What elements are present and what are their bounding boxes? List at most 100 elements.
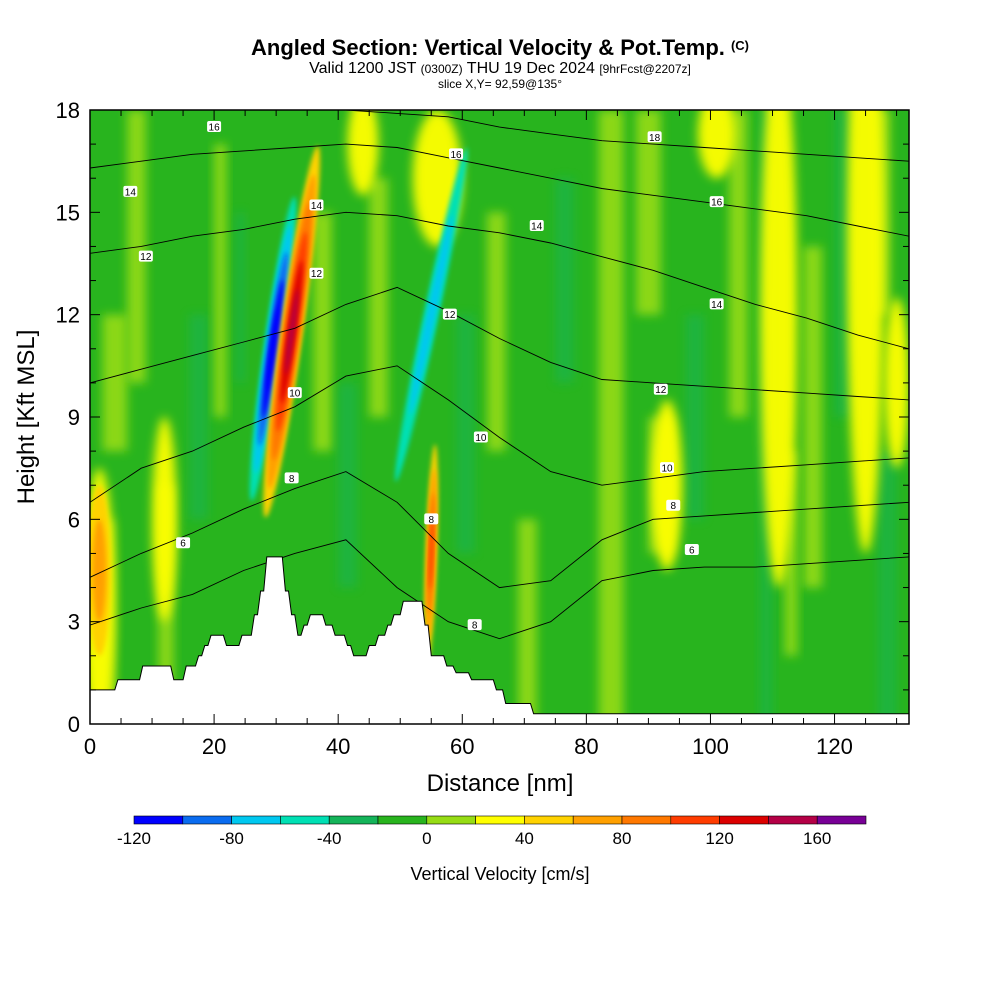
field-patch <box>884 297 909 469</box>
y-axis-label: Height [Kft MSL] <box>13 330 40 505</box>
x-axis-label: Distance [nm] <box>427 770 574 797</box>
colorbar-swatch <box>426 815 476 825</box>
y-tick-label: 18 <box>56 98 80 123</box>
isentrope-label-16: 16 <box>449 148 464 161</box>
field-patch <box>651 399 683 571</box>
isentrope-label-bg <box>449 148 464 160</box>
isentrope-label-14: 14 <box>123 185 138 198</box>
isentrope-label-bg <box>709 298 724 310</box>
isentrope-12 <box>90 286 909 401</box>
isentrope-16 <box>90 143 909 237</box>
isentrope-label-14: 14 <box>709 298 724 311</box>
isentrope-label-bg <box>287 387 302 399</box>
contour-labels: 6 6 8 8 8 8 10 10 10 12 12 12 12 14 14 14 14 16 16 16 18 <box>123 121 724 632</box>
isentrope-label-12: 12 <box>653 383 668 396</box>
isentrope-label-text: 8 <box>472 621 478 632</box>
field-cell <box>92 519 107 622</box>
x-tick-label: 80 <box>574 734 598 759</box>
field-patch <box>846 110 885 554</box>
isentrope-label-bg <box>207 121 222 133</box>
isentrope-label-text: 12 <box>655 385 667 396</box>
isentrope-label-text: 6 <box>180 539 186 550</box>
field-patch <box>152 416 177 622</box>
isentrope-label-text: 6 <box>689 546 695 557</box>
isentrope-label-8: 8 <box>666 499 681 512</box>
plot-area <box>90 110 909 724</box>
isentrope-label-bg <box>473 431 488 443</box>
field-band <box>313 212 332 452</box>
isentrope-label-8: 8 <box>424 513 439 526</box>
isentrope-label-6: 6 <box>176 537 191 550</box>
isentrope-label-bg <box>309 267 324 279</box>
colorbar-swatch <box>524 815 574 825</box>
isentrope-label-18: 18 <box>647 131 662 144</box>
isentrope-label-8: 8 <box>467 619 482 632</box>
colorbar-tick-label: -120 <box>117 829 151 848</box>
x-tick-label: 100 <box>692 734 729 759</box>
isentrope-label-bg <box>467 619 482 631</box>
colorbar: -120 -80 -40 0 40 80 120 160 <box>117 815 867 848</box>
colorbar-swatch <box>816 815 867 825</box>
isentrope-label-text: 8 <box>289 474 295 485</box>
field-band <box>456 314 475 554</box>
valid-date: THU 19 Dec 2024 <box>466 60 595 77</box>
isentrope-label-text: 14 <box>711 300 723 311</box>
x-tick-label: 20 <box>202 734 226 759</box>
field-band <box>102 314 128 452</box>
colorbar-tick-label: -40 <box>317 829 342 848</box>
isentrope-label-bg <box>709 196 724 208</box>
isentrope-label-bg <box>647 131 662 143</box>
isentrope-6 <box>90 539 909 640</box>
colorbar-swatch <box>328 815 379 825</box>
field-cell <box>285 288 299 375</box>
x-tick-label: 60 <box>450 734 474 759</box>
field-band <box>877 451 897 724</box>
isentrope-label-text: 12 <box>311 269 323 280</box>
field-band <box>555 178 574 383</box>
isentrope-label-bg <box>138 250 153 262</box>
isentrope-label-bg <box>424 513 439 525</box>
isentrope-14 <box>90 211 909 350</box>
field-cell <box>428 517 434 590</box>
valid-utc: (0300Z) <box>420 62 463 76</box>
isentrope-label-text: 10 <box>289 389 301 400</box>
isentrope-label-bg <box>176 537 191 549</box>
field-band <box>729 110 748 417</box>
x-tick-label: 40 <box>326 734 350 759</box>
field-band <box>803 246 823 588</box>
isentrope-label-6: 6 <box>684 544 699 557</box>
isentrope-label-text: 8 <box>428 515 434 526</box>
isentrope-label-10: 10 <box>660 462 675 475</box>
x-tick-label: 120 <box>816 734 853 759</box>
field-band <box>338 382 357 588</box>
valid-time: Valid 1200 JST <box>309 60 417 77</box>
field-cell <box>409 214 453 415</box>
isentrope-label-text: 14 <box>125 187 137 198</box>
isentrope-label-12: 12 <box>138 250 153 263</box>
y-tick-label: 15 <box>56 200 80 225</box>
isentrope-label-bg <box>660 462 675 474</box>
isentrope-label-bg <box>529 219 544 231</box>
isentrope-label-text: 10 <box>661 464 673 475</box>
y-tick-label: 9 <box>68 405 80 430</box>
field-band <box>598 110 624 724</box>
field-band <box>214 144 227 417</box>
colorbar-tick-label: 160 <box>803 829 831 848</box>
copyright-mark: (C) <box>730 38 749 53</box>
field-band <box>685 314 705 520</box>
colorbar-swatch <box>377 815 428 825</box>
isentrope-label-text: 8 <box>670 501 676 512</box>
isentrope-label-text: 12 <box>140 252 152 263</box>
colorbar-swatch <box>475 815 525 825</box>
field-band <box>487 212 506 452</box>
isentrope-label-bg <box>284 472 299 484</box>
isentrope-label-text: 14 <box>531 221 543 232</box>
isentrope-label-bg <box>309 199 324 211</box>
colorbar-swatch <box>768 815 818 825</box>
slice-info: slice X,Y= 92,59@135° <box>437 77 563 91</box>
x-tick-label: 0 <box>84 734 96 759</box>
colorbar-swatch <box>182 815 232 825</box>
isentrope-label-bg <box>653 383 668 395</box>
isentrope-label-16: 16 <box>207 121 222 134</box>
isentrope-label-text: 16 <box>209 123 221 134</box>
